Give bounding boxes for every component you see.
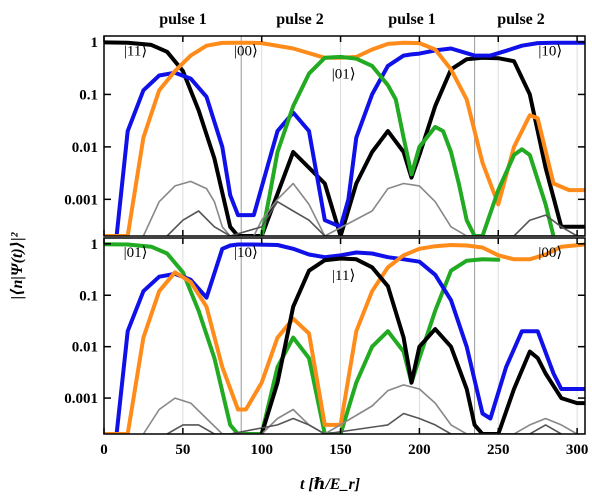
series-gray bbox=[142, 180, 585, 236]
series-black bbox=[259, 256, 585, 434]
series-green bbox=[104, 242, 501, 434]
y-tick-label: 0.01 bbox=[72, 140, 98, 156]
bottom-panel: 1 0.1 0.01 0.001 |01⟩ |10⟩ |11⟩ |00⟩ bbox=[64, 237, 586, 435]
plot-frame bbox=[103, 237, 586, 435]
series-gray bbox=[142, 384, 585, 434]
y-tick-label: 1 bbox=[91, 35, 99, 51]
pulse-label-3: pulse 1 bbox=[388, 11, 436, 28]
pulse-labels: pulse 1 pulse 2 pulse 1 pulse 2 bbox=[159, 11, 545, 28]
state-label: |10⟩ bbox=[234, 245, 258, 261]
state-label: |01⟩ bbox=[124, 245, 148, 261]
series-orange bbox=[104, 40, 585, 236]
x-tick-label: 200 bbox=[408, 442, 431, 458]
top-panel: 1 0.1 0.01 0.001 |11⟩ |00⟩ |01⟩ |10⟩ bbox=[64, 35, 586, 237]
y-tick-label: 0.001 bbox=[64, 192, 98, 208]
pulse-label-2: pulse 2 bbox=[276, 11, 324, 28]
series-blue bbox=[104, 40, 585, 236]
x-tick-label: 100 bbox=[250, 442, 273, 458]
y-tick-label: 1 bbox=[91, 237, 99, 253]
x-axis: 0 50 100 150 200 250 300 bbox=[100, 442, 588, 458]
series-green bbox=[259, 54, 556, 236]
y-tick-label: 0.1 bbox=[79, 87, 98, 103]
state-label: |00⟩ bbox=[538, 245, 562, 261]
y-axis-label: |⟨n|Ψ(t)⟩|² bbox=[9, 231, 26, 299]
state-label: |11⟩ bbox=[124, 44, 147, 60]
x-tick-label: 0 bbox=[100, 442, 108, 458]
x-tick-label: 300 bbox=[566, 442, 589, 458]
state-label: |11⟩ bbox=[332, 268, 355, 284]
x-tick-label: 250 bbox=[487, 442, 510, 458]
series-darkgray bbox=[166, 200, 585, 236]
x-tick-label: 150 bbox=[329, 442, 352, 458]
y-tick-label: 0.001 bbox=[64, 391, 98, 407]
x-axis-label: t [ℏ/E_r] bbox=[300, 476, 360, 493]
state-label: |01⟩ bbox=[332, 67, 356, 83]
state-label: |00⟩ bbox=[234, 44, 258, 60]
plot-frame bbox=[103, 35, 586, 237]
pulse-label-4: pulse 2 bbox=[497, 11, 545, 28]
pulse-label-1: pulse 1 bbox=[159, 11, 207, 28]
x-tick-label: 50 bbox=[175, 442, 190, 458]
y-tick-label: 0.1 bbox=[79, 288, 98, 304]
series-darkgray bbox=[166, 412, 563, 434]
series-black bbox=[104, 40, 585, 236]
y-tick-label: 0.01 bbox=[72, 340, 98, 356]
state-label: |10⟩ bbox=[538, 44, 562, 60]
